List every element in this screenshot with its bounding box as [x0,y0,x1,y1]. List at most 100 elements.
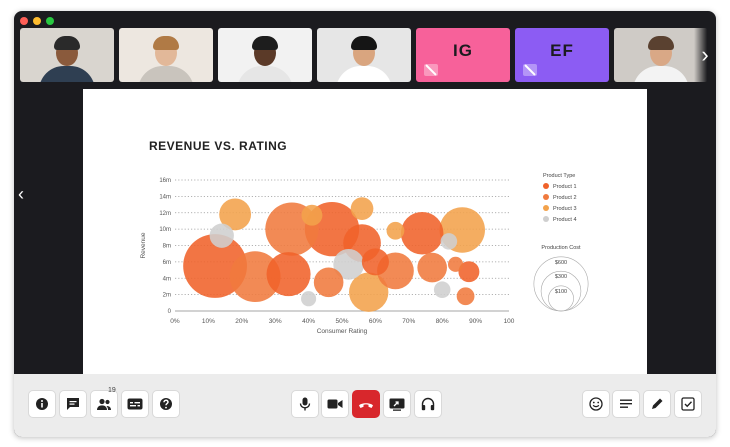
bubble [386,221,405,240]
bubble [219,198,252,231]
bubble-chart: 0 2m 4m 6m 8m 10m 12m 14m 16m 0% 10% 20% 30% 40% 50% 60… [140,173,589,335]
participant-initials: EF [550,41,574,60]
x-tick-label: 70% [402,318,415,325]
info-button[interactable] [28,390,56,418]
participant-body [237,66,293,82]
x-tick-label: 10% [202,318,215,325]
bubble [447,256,464,272]
notes-icon [620,399,632,408]
y-tick-label: 14m [159,194,171,200]
slide-prev-button[interactable]: ‹ [14,181,28,207]
camera-off-icon [523,64,537,76]
participant-strip: IG EF [20,28,716,83]
bubble [301,291,317,307]
legend-entry: Product 2 [553,195,577,201]
participant-tile[interactable] [119,28,213,82]
headphones-icon [421,397,435,411]
captions-icon [127,398,143,410]
participant-tile[interactable] [218,28,312,82]
participant-hair [351,36,377,50]
chevron-left-icon: ‹ [18,183,24,204]
bubble [301,204,323,226]
participants-icon [97,398,111,410]
close-window-button[interactable] [20,17,28,25]
hang-up-icon [359,403,373,408]
meeting-toolbar: 19 [14,374,716,437]
tasks-icon [681,397,695,411]
y-tick-label: 0 [168,309,172,315]
bubble [456,287,475,306]
bubble [266,252,311,297]
share-screen-button[interactable] [383,390,411,418]
tasks-button[interactable] [674,390,702,418]
size-legend-label: $600 [555,260,567,266]
notes-button[interactable] [612,390,640,418]
legend-entry: Product 1 [553,184,577,190]
captions-button[interactable] [121,390,149,418]
help-button[interactable] [152,390,180,418]
y-tick-label: 16m [159,178,171,184]
camera-button[interactable] [321,390,349,418]
pen-button[interactable] [643,390,671,418]
y-tick-label: 10m [159,227,171,233]
x-tick-label: 20% [235,318,248,325]
bubble [333,248,365,280]
bubble [417,252,447,283]
chart-title: REVENUE VS. RATING [149,139,288,153]
chevron-right-icon: › [701,42,709,67]
size-legend-title: Production Cost [541,245,581,251]
bubble [313,267,344,298]
share-screen-icon [389,398,405,411]
participant-tile[interactable] [614,28,708,82]
participant-tile[interactable] [20,28,114,82]
legend-title: Product Type [543,173,575,179]
microphone-button[interactable] [291,390,319,418]
participant-tile[interactable]: EF [515,28,609,82]
bubble [350,197,374,221]
size-legend-label: $100 [555,289,567,295]
chat-button[interactable] [59,390,87,418]
legend-swatch [543,194,549,200]
hang-up-button[interactable] [352,390,380,418]
window-controls [20,17,54,25]
participant-body [633,66,689,82]
x-tick-label: 80% [436,318,449,325]
participants-button[interactable]: 19 [90,387,118,418]
bubble [440,233,458,250]
legend-entry: Product 3 [553,206,577,212]
maximize-window-button[interactable] [46,17,54,25]
size-legend-label: $300 [555,274,567,280]
bubble [349,272,389,312]
y-tick-label: 4m [163,276,171,282]
y-tick-label: 12m [159,211,171,217]
x-tick-label: 90% [469,318,482,325]
participant-hair [252,36,278,50]
emoji-icon [589,397,603,411]
shared-slide: REVENUE VS. RATING 0 2m 4m 6m 8m 10m 12m 14m 16m… [83,89,647,374]
minimize-window-button[interactable] [33,17,41,25]
x-axis-label: Consumer Rating [317,328,368,335]
legend-swatch [543,183,549,189]
emoji-button[interactable] [582,390,610,418]
x-tick-label: 30% [269,318,282,325]
headphones-button[interactable] [414,390,442,418]
y-tick-label: 2m [163,293,171,299]
camera-icon [327,399,343,409]
microphone-icon [299,397,311,411]
help-icon [160,398,172,410]
participant-tile[interactable]: IG [416,28,510,82]
meeting-window: IG EF › ‹ REVENUE VS. RATING 0 2m 4m 6m 8m 10m… [14,11,716,437]
participant-initials: IG [453,41,473,60]
participant-hair [648,36,674,50]
bubble [400,211,444,255]
bubble [433,281,451,298]
bubble [229,251,281,303]
strip-next-button[interactable]: › [694,28,716,82]
legend-entry: Product 4 [553,217,577,223]
x-tick-label: 40% [302,318,315,325]
bubble [458,261,480,283]
bubble [361,248,389,276]
info-icon [36,398,48,410]
legend-swatch [543,216,549,222]
participant-tile[interactable] [317,28,411,82]
